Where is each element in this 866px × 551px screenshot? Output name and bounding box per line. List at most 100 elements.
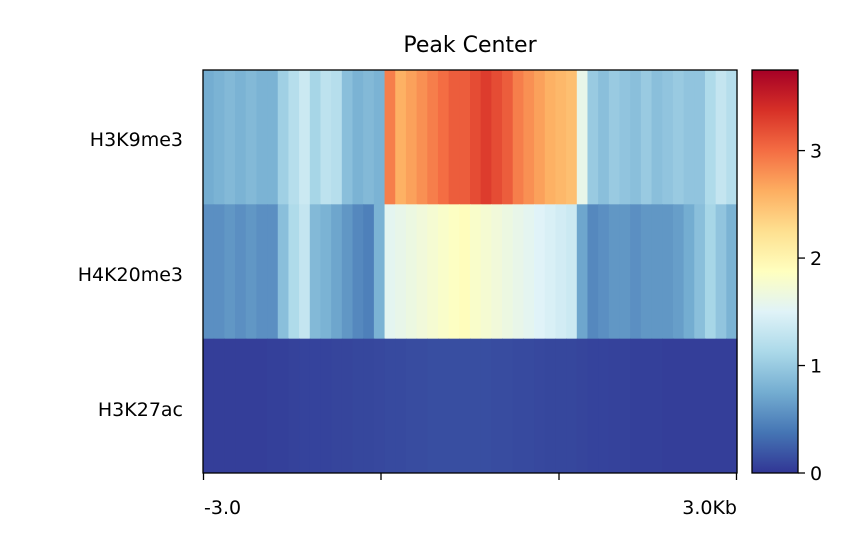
heat-cell-0-29 (512, 70, 524, 205)
heat-cell-0-17 (384, 70, 396, 205)
heat-cell-0-36 (587, 70, 599, 205)
heat-cell-0-0 (203, 70, 215, 205)
heat-cell-0-24 (459, 70, 471, 205)
heat-cell-2-3 (235, 338, 247, 474)
heat-cell-2-41 (640, 338, 653, 474)
heat-cell-0-20 (416, 70, 428, 205)
heat-cell-0-18 (395, 70, 407, 205)
heat-cell-1-40 (630, 204, 642, 340)
heat-cell-2-4 (245, 338, 257, 474)
heat-cell-0-7 (277, 70, 290, 205)
heat-cell-1-6 (267, 204, 279, 340)
heat-cell-1-12 (331, 204, 343, 340)
colorbar-tick-label-0: 0 (810, 463, 822, 485)
heat-cell-2-32 (544, 338, 557, 474)
heat-cell-2-38 (608, 338, 621, 474)
heat-cell-0-49 (726, 70, 738, 205)
heat-cell-1-27 (491, 204, 503, 340)
colorbar-tick-label-1: 1 (810, 356, 822, 378)
heat-cell-0-9 (299, 70, 311, 205)
heat-cell-1-22 (437, 204, 450, 340)
heat-cell-1-33 (555, 204, 567, 340)
heat-cell-2-49 (726, 338, 738, 474)
heat-cell-1-39 (619, 204, 631, 340)
heat-cell-0-41 (640, 70, 653, 205)
heat-cell-1-32 (544, 204, 557, 340)
heat-cell-1-7 (277, 204, 290, 340)
heat-cell-0-11 (320, 70, 332, 205)
heat-cell-1-42 (651, 204, 663, 340)
heat-cell-2-40 (630, 338, 642, 474)
heat-cell-0-2 (224, 70, 236, 205)
heat-cell-1-18 (395, 204, 407, 340)
heat-cell-1-38 (608, 204, 621, 340)
heat-cell-0-47 (704, 70, 717, 205)
heat-cell-0-19 (405, 70, 418, 205)
heat-cell-2-16 (373, 338, 386, 474)
row-label-h3k9me3: H3K9me3 (90, 129, 183, 151)
heat-cell-2-31 (534, 338, 546, 474)
heat-cell-1-5 (256, 204, 268, 340)
heat-cell-0-26 (480, 70, 492, 205)
heat-cell-1-24 (459, 204, 471, 340)
heat-cell-2-8 (288, 338, 300, 474)
heat-cell-2-28 (502, 338, 514, 474)
heat-cell-2-30 (523, 338, 535, 474)
heat-cell-1-21 (427, 204, 439, 340)
heat-cell-1-36 (587, 204, 599, 340)
heat-cell-1-35 (576, 204, 589, 340)
heat-cell-2-11 (320, 338, 332, 474)
heat-cell-0-23 (448, 70, 460, 205)
heat-cell-1-0 (203, 204, 215, 340)
heat-cell-2-26 (480, 338, 492, 474)
heat-cell-2-10 (309, 338, 322, 474)
heat-cell-0-13 (341, 70, 354, 205)
heat-cell-2-17 (384, 338, 396, 474)
heat-cell-2-21 (427, 338, 439, 474)
colorbar-ticks: 0 1 2 3 (798, 141, 822, 485)
heat-cell-0-34 (566, 70, 578, 205)
heat-cell-0-37 (598, 70, 610, 205)
heat-cell-2-0 (203, 338, 215, 474)
heat-cell-1-45 (683, 204, 695, 340)
heat-cell-0-10 (309, 70, 322, 205)
heat-cell-1-28 (502, 204, 514, 340)
heat-cell-0-14 (352, 70, 364, 205)
heat-cell-0-35 (576, 70, 589, 205)
heat-cell-2-7 (277, 338, 290, 474)
heat-cell-0-44 (672, 70, 685, 205)
heat-cell-1-17 (384, 204, 396, 340)
heat-cell-1-20 (416, 204, 428, 340)
heat-cell-1-11 (320, 204, 332, 340)
heat-cell-1-30 (523, 204, 535, 340)
heat-cell-2-42 (651, 338, 663, 474)
heat-cell-0-12 (331, 70, 343, 205)
heat-cell-2-14 (352, 338, 364, 474)
heat-cell-0-48 (715, 70, 727, 205)
heat-cell-1-26 (480, 204, 492, 340)
heat-cell-1-14 (352, 204, 364, 340)
heat-cell-0-27 (491, 70, 503, 205)
heat-cell-1-31 (534, 204, 546, 340)
heat-cell-0-22 (437, 70, 450, 205)
heat-cell-2-5 (256, 338, 268, 474)
heat-cell-2-19 (405, 338, 418, 474)
heat-cell-0-30 (523, 70, 535, 205)
heat-cell-0-4 (245, 70, 257, 205)
colorbar: 0 1 2 3 (751, 69, 822, 485)
heat-cell-2-44 (672, 338, 685, 474)
heat-cell-2-48 (715, 338, 727, 474)
heat-cell-0-43 (662, 70, 674, 205)
row-label-h3k27ac: H3K27ac (98, 399, 183, 421)
heat-cell-1-16 (373, 204, 386, 340)
heat-cell-2-25 (470, 338, 482, 474)
heat-cell-2-34 (566, 338, 578, 474)
heatmap-rows (203, 70, 738, 474)
heat-cell-1-15 (363, 204, 375, 340)
heat-cell-0-31 (534, 70, 546, 205)
heat-cell-1-13 (341, 204, 354, 340)
heat-cell-2-45 (683, 338, 695, 474)
heat-cell-2-6 (267, 338, 279, 474)
heat-cell-2-39 (619, 338, 631, 474)
